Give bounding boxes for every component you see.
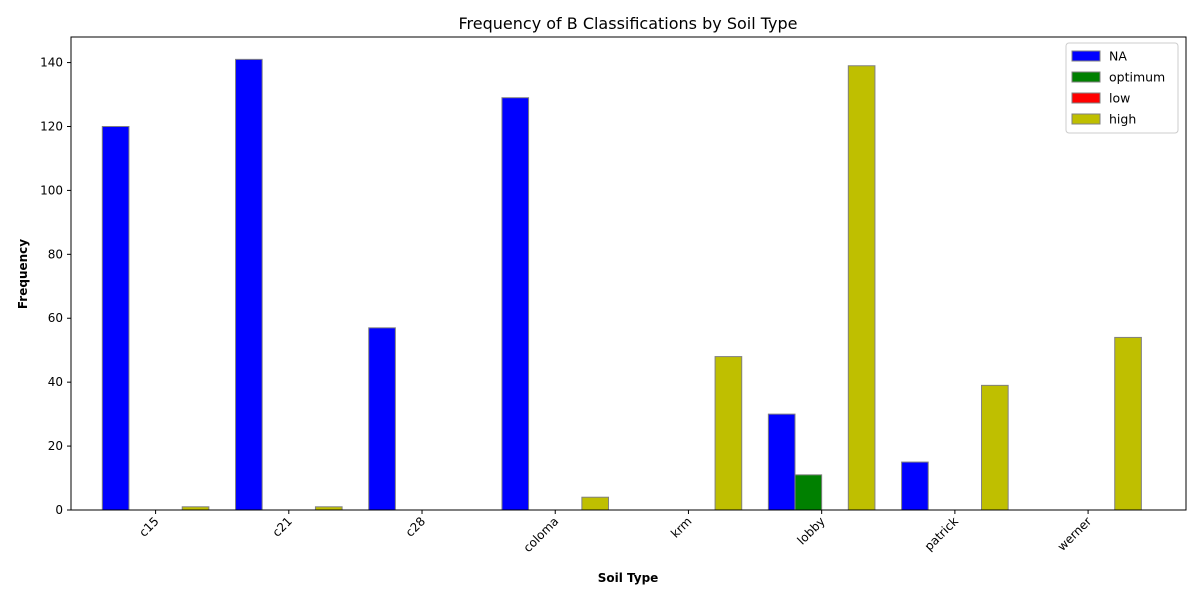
x-tick-label-c28: c28: [403, 514, 428, 539]
chart-title: Frequency of B Classifications by Soil T…: [459, 14, 798, 33]
legend-swatch-low: [1071, 92, 1101, 104]
x-tick-label-patrick: patrick: [922, 514, 961, 553]
bar-NA-coloma: [501, 97, 530, 511]
legend-swatch-NA: [1071, 50, 1101, 62]
bars-group: [101, 58, 1142, 511]
bar-high-coloma: [581, 496, 610, 511]
y-tick-label: 80: [48, 247, 63, 261]
legend-label-optimum: optimum: [1109, 70, 1165, 85]
bar-NA-c15: [101, 125, 130, 511]
bar-high-lobby: [847, 65, 876, 511]
bar-high-patrick: [981, 384, 1009, 511]
plot-area: [70, 36, 1187, 511]
legend-swatch-high: [1071, 113, 1101, 125]
bar-optimum-lobby: [794, 474, 823, 511]
legend-label-high: high: [1109, 112, 1136, 127]
bar-NA-c21: [235, 58, 263, 511]
y-tick-label: 140: [40, 56, 63, 70]
y-tick-label: 20: [48, 439, 63, 453]
bar-NA-lobby: [767, 413, 796, 511]
x-tick-label-c15: c15: [136, 514, 161, 539]
legend-label-low: low: [1109, 91, 1130, 106]
bar-NA-c28: [368, 327, 396, 511]
x-axis-title: Soil Type: [598, 571, 659, 585]
y-axis: 0 20 40 60 80 100 120 140: [40, 56, 71, 517]
bar-high-krm: [714, 356, 743, 511]
legend: NA optimum low high: [1065, 42, 1179, 134]
y-tick-label: 0: [55, 503, 63, 517]
x-tick-label-c21: c21: [270, 514, 295, 539]
legend-swatch-optimum: [1071, 71, 1101, 83]
x-tick-label-lobby: lobby: [795, 514, 828, 547]
x-tick-label-krm: krm: [668, 514, 694, 540]
x-tick-label-coloma: coloma: [521, 514, 562, 555]
y-tick-label: 60: [48, 311, 63, 325]
x-tick-label-werner: werner: [1055, 514, 1095, 554]
legend-label-NA: NA: [1109, 49, 1127, 64]
legend-frame: [1065, 42, 1179, 134]
x-axis: c15 c21 c28 coloma krm lobby patrick werner: [136, 510, 1094, 555]
y-tick-label: 100: [40, 183, 63, 197]
bar-high-werner: [1114, 336, 1142, 511]
bar-NA-patrick: [901, 461, 929, 511]
y-tick-label: 40: [48, 375, 63, 389]
y-axis-title: Frequency: [16, 239, 30, 309]
y-tick-label: 120: [40, 119, 63, 133]
